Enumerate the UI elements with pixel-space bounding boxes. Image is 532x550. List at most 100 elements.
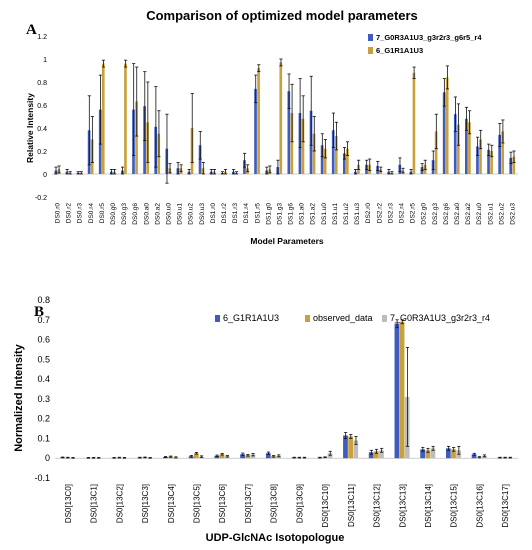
x-tick-label: DS0[13C4] (167, 484, 176, 523)
x-tick-label: DS0.g6 (132, 203, 139, 225)
x-tick-label: DS1.g0 (265, 203, 272, 225)
bar (254, 88, 257, 174)
bar (420, 449, 425, 459)
bar (301, 118, 305, 174)
y-tick-label: 0.3 (37, 394, 50, 404)
x-tick-label: DS2.g3 (432, 203, 439, 225)
y-tick-label: 0.2 (37, 149, 47, 156)
y-tick-label: 0.6 (37, 335, 50, 345)
x-tick-label: DS2.g6 (443, 203, 450, 225)
x-tick-label: DS0[13C15] (450, 484, 459, 528)
y-tick-label: 0.4 (37, 126, 47, 133)
bar (334, 136, 338, 174)
y-tick-label: -0.2 (35, 195, 47, 202)
bar (465, 118, 468, 174)
bar (509, 157, 513, 174)
bar (501, 131, 505, 174)
x-tick-label: DS1.u2 (343, 203, 350, 225)
x-tick-label: DS0[13C16] (475, 484, 484, 528)
y-tick-label: 0.1 (37, 433, 50, 443)
bar (265, 453, 271, 459)
y-tick-label: 0.4 (37, 374, 50, 384)
bar (379, 450, 384, 459)
bar (250, 454, 256, 459)
y-tick-label: 0 (45, 453, 50, 463)
x-tick-label: DS0.u0 (166, 203, 173, 225)
chart-a-ylabel: Relative Intensity (25, 93, 35, 163)
chart-b-ylabel: Normalized Intensity (13, 343, 25, 451)
x-tick-label: DS1.a2 (310, 203, 317, 225)
x-tick-label: DS0[13C0] (64, 484, 73, 523)
x-tick-label: DS1.r3 (232, 203, 239, 224)
x-tick-label: DS0.a0 (143, 203, 150, 225)
chart-b: -0.1 0 0.1 0.2 0.3 0.4 0.5 0.6 0.7 0.8 DS0[13C0] DS… (34, 295, 518, 528)
bar (430, 448, 436, 459)
bar (434, 131, 438, 174)
y-tick-label: 0 (43, 172, 47, 179)
legend-label: 7_G0R3A1U3_g3r2r3_r4 (390, 313, 490, 323)
x-tick-label: DS1.u3 (354, 203, 361, 225)
x-tick-label: DS2.r3 (387, 203, 394, 224)
x-tick-label: DS2.u2 (498, 203, 505, 225)
x-tick-label: DS0[13C6] (218, 484, 227, 523)
x-tick-label: DS0.r2 (66, 203, 73, 224)
x-tick-label: DS0[13C8] (270, 484, 279, 523)
bar (323, 148, 327, 174)
x-tick-label: DS0[13C11] (347, 484, 356, 527)
panel-a-label: A (26, 22, 37, 38)
chart-a-title: Comparison of optimized model parameters (146, 8, 418, 23)
y-tick-label: 1.2 (37, 34, 47, 41)
chart-a: -0.2 0 0.2 0.4 0.6 0.8 1 1.2 DS0.r0 DS0.r2 DS0.r3 D… (35, 33, 518, 225)
y-tick-label: 0.2 (37, 414, 50, 424)
x-tick-label: DS0.g3 (121, 203, 128, 225)
x-tick-label: DS0[13C7] (244, 484, 253, 523)
x-tick-label: DS0.g0 (110, 203, 117, 225)
legend-label: 6_G1R1A1U3 (376, 46, 423, 55)
y-tick-label: 1 (43, 57, 47, 64)
legend-label: observed_data (313, 313, 373, 323)
bar (327, 453, 333, 459)
bar (331, 130, 335, 174)
x-tick-label: DS1.u0 (321, 203, 328, 225)
panel-b-label: B (34, 304, 44, 320)
bar (451, 449, 456, 459)
x-tick-label: DS0[13C13] (398, 484, 407, 528)
x-tick-label: DS2.r4 (399, 203, 406, 224)
bar (490, 151, 493, 174)
bar (368, 452, 374, 459)
bar (445, 77, 449, 174)
x-tick-label: DS1.r5 (254, 203, 261, 224)
bar (348, 436, 353, 459)
bar (471, 454, 477, 459)
x-tick-label: DS0.r3 (77, 203, 84, 224)
x-tick-label: DS0[13C17] (501, 484, 510, 528)
legend-swatch (368, 47, 373, 54)
legend-label: 7_G0R3A1U3_g3r2r3_g6r5_r4 (376, 33, 482, 42)
x-tick-label: DS0.a2 (154, 203, 161, 225)
legend-swatch (305, 315, 310, 322)
bar (198, 145, 202, 174)
x-tick-label: DS1.u1 (332, 203, 339, 225)
x-tick-label: DS2.a2 (465, 203, 472, 225)
bar (320, 145, 324, 174)
x-tick-label: DS0[13C3] (141, 484, 150, 523)
y-tick-label: -0.1 (34, 473, 50, 483)
bar (353, 440, 359, 459)
x-tick-label: DS0.r4 (88, 203, 95, 224)
x-tick-label: DS1.r2 (221, 203, 228, 224)
bar (135, 101, 138, 174)
bar (399, 321, 405, 459)
bar (445, 448, 451, 459)
x-tick-label: DS0.u2 (188, 203, 195, 225)
y-tick-label: 0.7 (37, 315, 50, 325)
bar (287, 91, 291, 174)
x-tick-label: DS2.a0 (454, 203, 461, 225)
bar (487, 149, 490, 174)
bar (343, 435, 348, 459)
bar (240, 454, 245, 459)
x-tick-label: DS0.u1 (177, 203, 184, 225)
bar (512, 156, 516, 174)
bar (290, 113, 294, 174)
bar (219, 454, 225, 459)
x-tick-label: DS0[13C5] (192, 484, 201, 523)
